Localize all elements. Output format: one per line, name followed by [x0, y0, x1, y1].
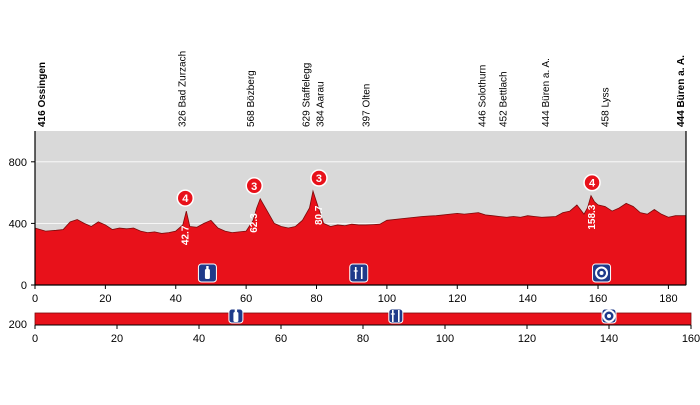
x-tick-label: 0 [32, 293, 38, 305]
strip-bar [34, 312, 692, 326]
location-label: 629 Staffelegg [301, 63, 312, 127]
main-axes: 0 400 800 0 20 40 60 80 100 120 140 160 180 [9, 131, 687, 305]
bottle-icon [228, 308, 244, 324]
location-label: 416 Ossingen [37, 62, 48, 127]
strip-x-tick-label: 20 [111, 333, 123, 345]
strip-x-tick-label: 0 [32, 333, 38, 345]
x-tick-label: 100 [378, 293, 396, 305]
service-icon [592, 263, 612, 283]
climb-badge [245, 177, 263, 195]
climb-marker: 380.7 [310, 169, 328, 225]
service-icon [601, 308, 617, 324]
x-tick-label: 40 [170, 293, 182, 305]
climb-km-label: 42.7 [180, 225, 191, 245]
x-tick-label: 20 [99, 293, 111, 305]
strip-x-tick-label: 140 [600, 333, 618, 345]
location-label: 397 Olten [361, 84, 372, 127]
strip-x-tick-label: 100 [436, 333, 454, 345]
bottle-icon [197, 263, 217, 283]
climb-badge [176, 189, 195, 207]
climb-category: 3 [251, 181, 257, 193]
strip-x-tick-label: 40 [193, 333, 205, 345]
climb-marker: 4 158.3 [583, 173, 601, 230]
location-labels: 416 Ossingen 326 Bad Zurzach 568 Bözberg 62… [37, 51, 687, 127]
location-label: 446 Solothurn [477, 65, 488, 127]
x-tick-label: 140 [518, 293, 536, 305]
location-label: 444 Büren a. A. [541, 58, 552, 127]
strip-x-tick-label: 160 [682, 333, 700, 345]
strip-x-tick-label: 80 [357, 333, 369, 345]
y-tick-label: 800 [9, 157, 27, 169]
climb-marker: 442.7 [176, 189, 195, 245]
feed-zone-icon [388, 308, 404, 324]
location-label: 326 Bad Zurzach [177, 51, 188, 127]
climb-km-label: 80.7 [314, 205, 325, 225]
location-label: 568 Bözberg [246, 70, 257, 127]
climb-category: 4 [182, 193, 189, 205]
sky-band [35, 131, 686, 163]
y-tick-label: 0 [21, 280, 27, 292]
x-tick-label: 180 [659, 293, 677, 305]
location-label: 444 Büren a. A. [676, 55, 687, 127]
climb-badge [310, 169, 328, 187]
climb-km-label: 62.3 [249, 213, 260, 233]
location-label: 458 Lyss [601, 87, 612, 127]
x-tick-label: 120 [448, 293, 466, 305]
climb-category: 4 [589, 178, 596, 190]
climb-category: 3 [316, 173, 322, 185]
x-tick-label: 80 [310, 293, 322, 305]
strip-x-tick-label: 120 [518, 333, 536, 345]
climb-badge [583, 173, 601, 192]
feed-zone-icon [349, 263, 369, 283]
profile-area [34, 189, 687, 286]
strip-y-label: 200 [9, 319, 27, 331]
climb-marker: 362.3 [245, 177, 263, 233]
y-tick-label: 400 [9, 218, 27, 230]
climb-km-label: 158.3 [587, 204, 598, 229]
main-icons [197, 263, 612, 283]
x-tick-label: 60 [240, 293, 252, 305]
secondary-strip: 200 0 20 40 60 80 100 120 140 160 [9, 308, 700, 345]
location-label: 452 Bettlach [499, 71, 510, 127]
x-tick-label: 160 [589, 293, 607, 305]
location-label: 384 Aarau [316, 81, 327, 127]
strip-x-tick-label: 60 [275, 333, 287, 345]
